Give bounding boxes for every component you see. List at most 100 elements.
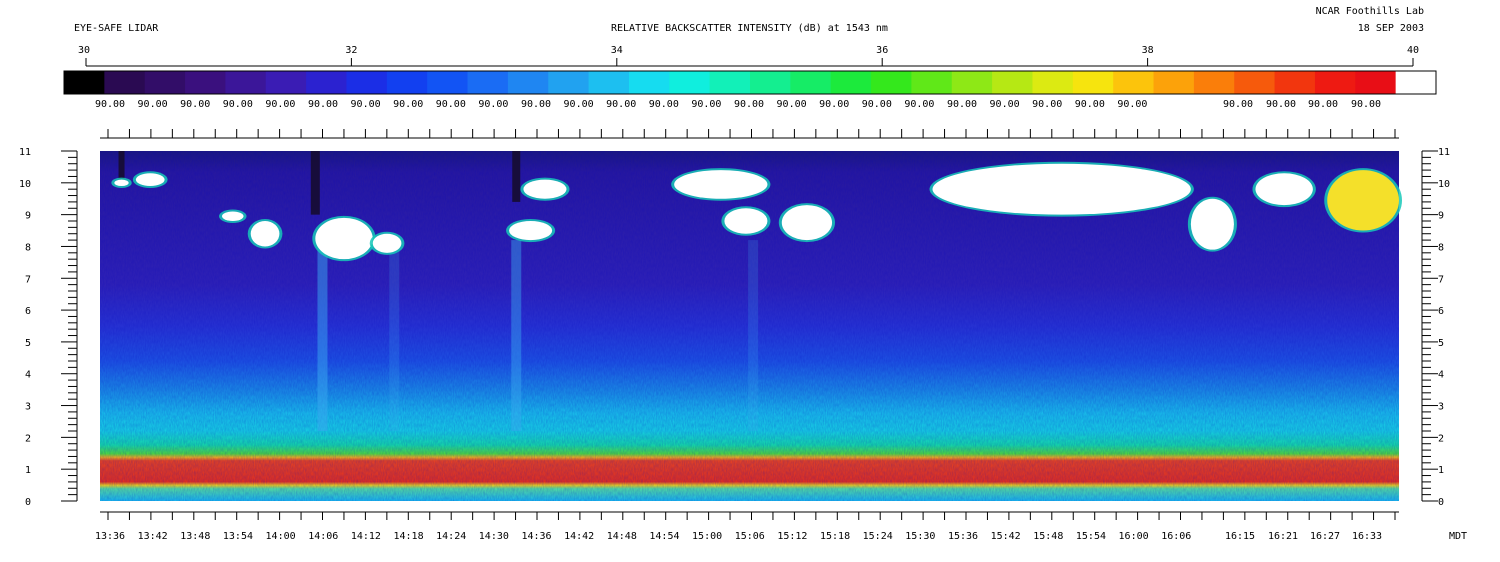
cloud-core	[932, 163, 1191, 215]
precipitation-streak	[748, 240, 759, 431]
altitude-label-right: 4	[1438, 370, 1444, 381]
altitude-label-right: 2	[1438, 433, 1444, 444]
colorbar-title: RELATIVE BACKSCATTER INTENSITY (dB) at 1…	[611, 23, 888, 34]
altitude-label-left: 9	[25, 211, 31, 222]
time-label: 14:36	[521, 531, 551, 542]
time-label: 16:06	[1161, 531, 1191, 542]
colorbar-tick-label: 36	[876, 45, 888, 56]
cloud-returns	[111, 161, 1402, 262]
altitude-label-left: 11	[19, 147, 31, 158]
time-label: 15:48	[1033, 531, 1063, 542]
cloud-core	[674, 170, 768, 199]
colorbar-cell	[951, 71, 993, 94]
altitude-label-right: 8	[1438, 242, 1444, 253]
colorbar-cell	[265, 71, 307, 94]
altitude-label-left: 4	[25, 370, 31, 381]
colorbar-cell	[1072, 71, 1114, 94]
altitude-label-left: 8	[25, 242, 31, 253]
colorbar-cell-labels: 90.00 90.00 90.00 90.00 90.00 90.00 90.00 90.00…	[95, 99, 1381, 110]
time-label: 16:15	[1225, 531, 1255, 542]
altitude-label-left: 2	[25, 433, 31, 444]
colorbar-cell-label: 90.00	[649, 99, 679, 110]
cloud-core	[1255, 173, 1313, 206]
colorbar-cell	[1274, 71, 1316, 94]
colorbar-cell	[386, 71, 428, 94]
colorbar-cell-label: 90.00	[180, 99, 210, 110]
colorbar-cell-label: 90.00	[436, 99, 466, 110]
top-time-ruler	[100, 129, 1399, 139]
time-label: 14:24	[436, 531, 466, 542]
colorbar-cell-label: 90.00	[1032, 99, 1062, 110]
time-label: 15:42	[991, 531, 1021, 542]
time-zone-label: MDT	[1449, 531, 1467, 542]
altitude-axis-left: 0 1 2 3 4 5 6 7 8 9 10 11	[19, 147, 78, 508]
colorbar-cell-label: 90.00	[564, 99, 594, 110]
time-label: 14:54	[649, 531, 679, 542]
colorbar: 30 32 34 36 38 40 90.00 90.00 90.00 90.00 90.00 90…	[63, 45, 1437, 110]
altitude-label-left: 6	[25, 306, 31, 317]
colorbar-cells	[64, 71, 1437, 94]
colorbar-cell-label: 90.00	[606, 99, 636, 110]
colorbar-tick-label: 32	[345, 45, 357, 56]
colorbar-cell	[144, 71, 186, 94]
colorbar-cell	[1193, 71, 1235, 94]
colorbar-cell	[1153, 71, 1195, 94]
precipitation-streaks	[118, 151, 759, 431]
colorbar-cell-label: 90.00	[819, 99, 849, 110]
time-label: 14:48	[607, 531, 637, 542]
altitude-label-right: 1	[1438, 465, 1444, 476]
altitude-label-right: 9	[1438, 211, 1444, 222]
altitude-label-left: 7	[25, 274, 31, 285]
colorbar-cell-label: 90.00	[223, 99, 253, 110]
colorbar-cell	[548, 71, 590, 94]
altitude-label-left: 0	[25, 497, 31, 508]
colorbar-cell	[225, 71, 267, 94]
colorbar-cell	[911, 71, 953, 94]
altitude-label-right: 6	[1438, 306, 1444, 317]
altitude-label-left: 1	[25, 465, 31, 476]
time-label: 14:12	[351, 531, 381, 542]
colorbar-cell-label: 90.00	[138, 99, 168, 110]
dark-column	[512, 151, 521, 202]
dark-column	[310, 151, 320, 215]
colorbar-cell	[709, 71, 751, 94]
cloud-core	[135, 173, 165, 187]
cloud-core	[523, 179, 567, 199]
precipitation-streak	[317, 240, 328, 431]
colorbar-cell	[750, 71, 791, 94]
colorbar-tick-label: 38	[1142, 45, 1154, 56]
time-axis: 13:36 13:42 13:48 13:54 14:00 14:06 14:12 14:18…	[95, 511, 1399, 542]
time-label: 15:00	[692, 531, 722, 542]
colorbar-cell-label: 90.00	[1351, 99, 1381, 110]
altitude-label-left: 3	[25, 402, 31, 413]
colorbar-cell	[1314, 71, 1356, 94]
altitude-label-right: 10	[1438, 179, 1450, 190]
colorbar-cell	[64, 71, 105, 94]
colorbar-cell-label: 90.00	[777, 99, 807, 110]
time-label: 16:00	[1119, 531, 1149, 542]
colorbar-cell	[830, 71, 872, 94]
time-label: 15:54	[1076, 531, 1106, 542]
colorbar-cell-label: 90.00	[947, 99, 977, 110]
time-label: 14:00	[266, 531, 296, 542]
colorbar-cell-label: 90.00	[1075, 99, 1105, 110]
altitude-axis-right: 0 1 2 3 4 5 6 7 8 9 10 11	[1421, 147, 1450, 508]
colorbar-cell-label: 90.00	[1266, 99, 1296, 110]
colorbar-cell	[1032, 71, 1074, 94]
colorbar-cell	[628, 71, 670, 94]
time-label: 14:06	[308, 531, 338, 542]
colorbar-cell-label: 90.00	[990, 99, 1020, 110]
colorbar-cell-label: 90.00	[1308, 99, 1338, 110]
altitude-label-right: 11	[1438, 147, 1450, 158]
colorbar-cell	[104, 71, 146, 94]
altitude-label-left: 5	[25, 338, 31, 349]
colorbar-cell	[306, 71, 347, 94]
cloud-core	[114, 179, 129, 186]
colorbar-cell-label: 90.00	[95, 99, 125, 110]
colorbar-cell-label: 90.00	[521, 99, 551, 110]
time-label: 13:54	[223, 531, 253, 542]
time-label: 13:48	[180, 531, 210, 542]
cloud-core	[1190, 198, 1234, 250]
colorbar-cell	[1395, 71, 1437, 94]
